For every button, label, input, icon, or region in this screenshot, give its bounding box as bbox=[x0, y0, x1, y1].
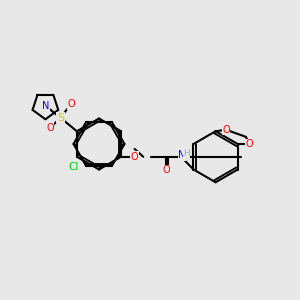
Text: O: O bbox=[222, 125, 230, 135]
Text: O: O bbox=[245, 139, 253, 149]
Text: N: N bbox=[178, 150, 186, 160]
Text: N: N bbox=[42, 101, 49, 111]
Text: O: O bbox=[46, 123, 54, 133]
Text: O: O bbox=[67, 99, 75, 109]
Text: Cl: Cl bbox=[69, 162, 79, 172]
Text: S: S bbox=[57, 113, 64, 123]
Text: O: O bbox=[131, 152, 138, 162]
Text: O: O bbox=[162, 165, 170, 175]
Text: H: H bbox=[183, 148, 190, 158]
